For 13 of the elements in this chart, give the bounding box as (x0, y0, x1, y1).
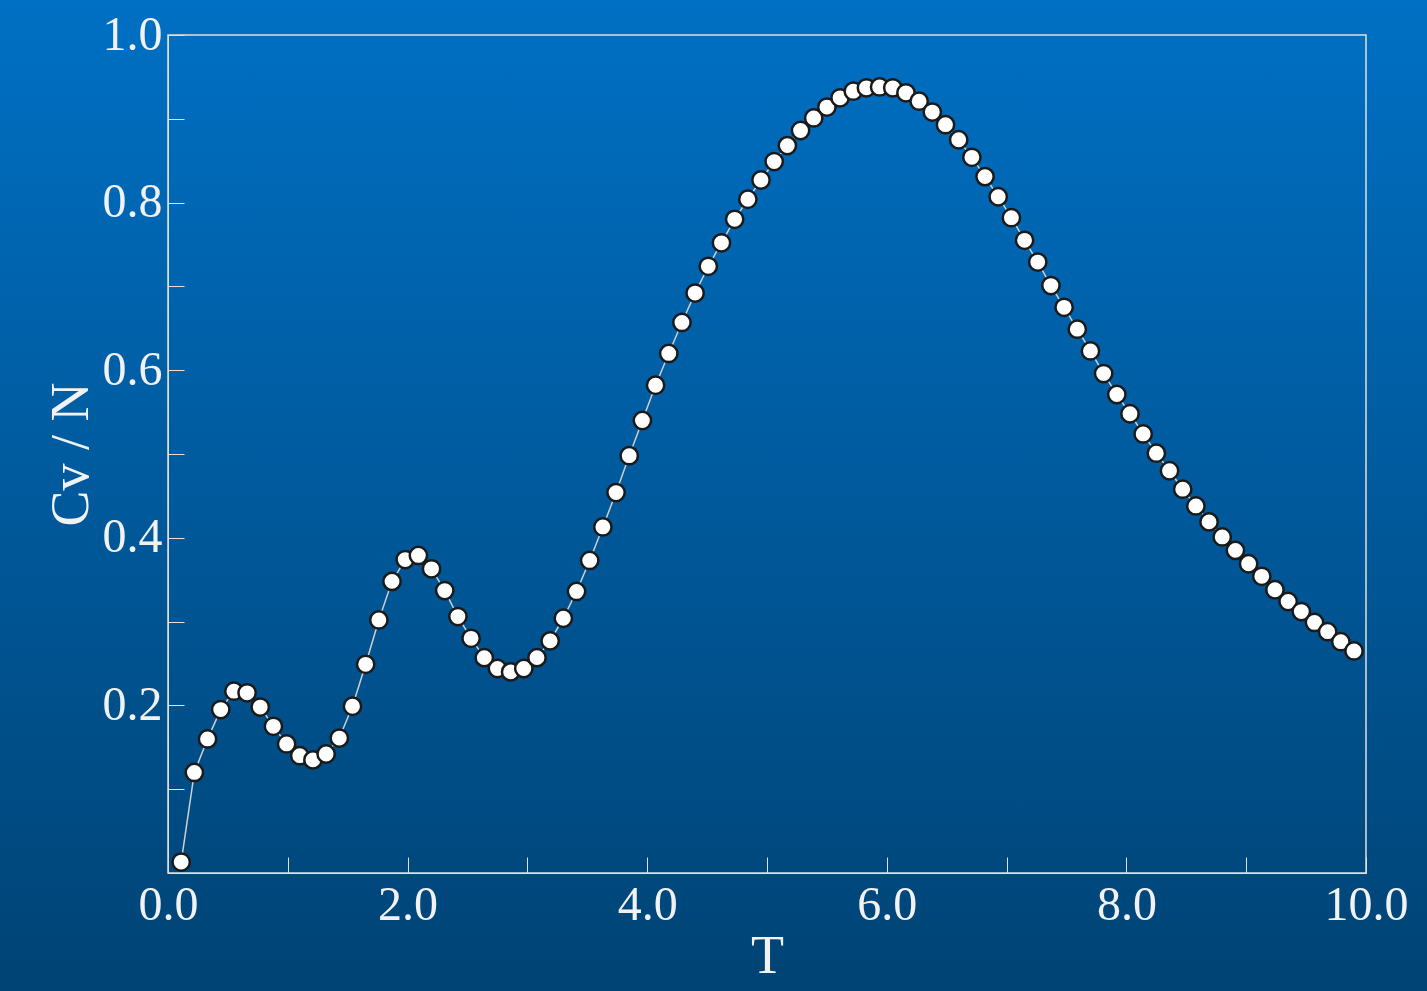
x-tick-label: 8.0 (1096, 876, 1157, 930)
y-tick-label: 0.4 (102, 509, 163, 563)
y-tick-label: 0.2 (102, 676, 163, 730)
y-tick-label: 1.0 (102, 6, 163, 60)
x-tick-label: 2.0 (378, 876, 439, 930)
x-tick-label: 10.0 (1324, 876, 1409, 930)
y-tick-label: 0.6 (102, 341, 163, 395)
y-axis-title: Cv / N (39, 382, 100, 527)
x-axis-title: T (751, 924, 784, 985)
x-tick-label: 6.0 (857, 876, 918, 930)
x-tick-label: 4.0 (617, 876, 678, 930)
x-tick-label: 0.0 (138, 876, 199, 930)
y-tick-label: 0.8 (102, 174, 163, 228)
